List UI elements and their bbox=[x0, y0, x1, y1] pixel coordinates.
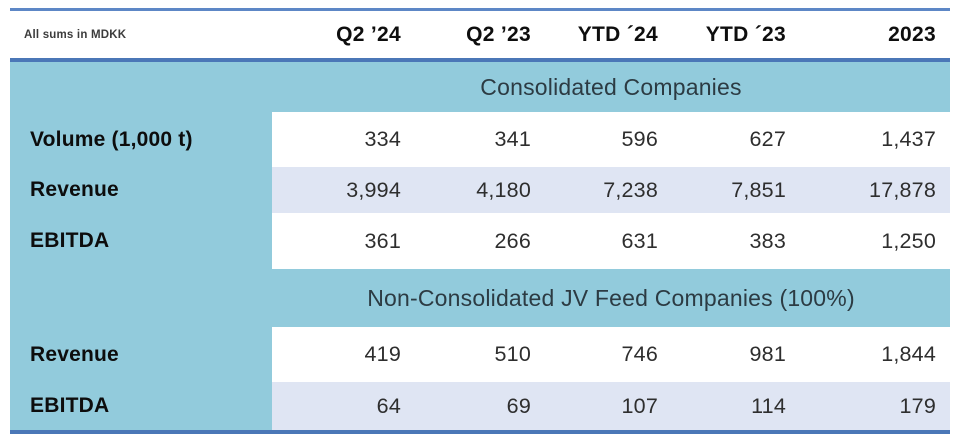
cell-jv-revenue-q2-23: 510 bbox=[415, 327, 545, 382]
table-row: Revenue 419 510 746 981 1,844 bbox=[10, 327, 950, 382]
cell-revenue-q2-24: 3,994 bbox=[272, 167, 415, 213]
cell-revenue-q2-23: 4,180 bbox=[415, 167, 545, 213]
table-row: EBITDA 64 69 107 114 179 bbox=[10, 382, 950, 430]
section-band-label-spacer bbox=[10, 269, 272, 327]
cell-volume-ytd-24: 596 bbox=[545, 112, 672, 167]
units-note: All sums in MDKK bbox=[24, 28, 127, 41]
column-header-ytd-24: YTD ´24 bbox=[577, 22, 658, 46]
table-row: EBITDA 361 266 631 383 1,250 bbox=[10, 213, 950, 269]
top-divider bbox=[10, 8, 950, 11]
column-header-fy-2023: 2023 bbox=[888, 22, 936, 46]
cell-jv-revenue-ytd-23: 981 bbox=[672, 327, 800, 382]
section-band-consolidated: Consolidated Companies bbox=[10, 62, 950, 112]
cell-jv-revenue-fy-2023: 1,844 bbox=[800, 327, 950, 382]
cell-ebitda-q2-24: 361 bbox=[272, 213, 415, 269]
cell-volume-q2-23: 341 bbox=[415, 112, 545, 167]
cell-jv-revenue-q2-24: 419 bbox=[272, 327, 415, 382]
column-header-q2-23: Q2 ’23 bbox=[466, 22, 531, 46]
cell-ebitda-ytd-23: 383 bbox=[672, 213, 800, 269]
cell-jv-revenue-ytd-24: 746 bbox=[545, 327, 672, 382]
cell-jv-ebitda-fy-2023: 179 bbox=[800, 382, 950, 430]
cell-jv-ebitda-ytd-23: 114 bbox=[672, 382, 800, 430]
section-title-consolidated: Consolidated Companies bbox=[272, 62, 950, 112]
cell-jv-ebitda-q2-23: 69 bbox=[415, 382, 545, 430]
table-row: Volume (1,000 t) 334 341 596 627 1,437 bbox=[10, 112, 950, 167]
table-header-row: All sums in MDKK Q2 ’24 Q2 ’23 YTD ´24 Y… bbox=[10, 11, 950, 58]
table-frame: All sums in MDKK Q2 ’24 Q2 ’23 YTD ´24 Y… bbox=[10, 8, 950, 434]
section-band-label-spacer bbox=[10, 62, 272, 112]
cell-volume-q2-24: 334 bbox=[272, 112, 415, 167]
bottom-divider bbox=[10, 430, 950, 434]
cell-revenue-ytd-24: 7,238 bbox=[545, 167, 672, 213]
row-label-ebitda-jv: EBITDA bbox=[10, 382, 272, 430]
cell-ebitda-fy-2023: 1,250 bbox=[800, 213, 950, 269]
table-row: Revenue 3,994 4,180 7,238 7,851 17,878 bbox=[10, 167, 950, 213]
column-header-ytd-23: YTD ´23 bbox=[705, 22, 786, 46]
header-divider bbox=[10, 58, 950, 62]
cell-volume-ytd-23: 627 bbox=[672, 112, 800, 167]
cell-volume-fy-2023: 1,437 bbox=[800, 112, 950, 167]
cell-ebitda-q2-23: 266 bbox=[415, 213, 545, 269]
cell-jv-ebitda-q2-24: 64 bbox=[272, 382, 415, 430]
row-label-volume: Volume (1,000 t) bbox=[10, 112, 272, 167]
row-label-ebitda-consolidated: EBITDA bbox=[10, 213, 272, 269]
column-header-q2-24: Q2 ’24 bbox=[336, 22, 401, 46]
cell-jv-ebitda-ytd-24: 107 bbox=[545, 382, 672, 430]
section-band-non-consolidated: Non-Consolidated JV Feed Companies (100%… bbox=[10, 269, 950, 327]
section-title-non-consolidated: Non-Consolidated JV Feed Companies (100%… bbox=[272, 269, 950, 327]
row-label-revenue-jv: Revenue bbox=[10, 327, 272, 382]
cell-revenue-fy-2023: 17,878 bbox=[800, 167, 950, 213]
cell-ebitda-ytd-24: 631 bbox=[545, 213, 672, 269]
cell-revenue-ytd-23: 7,851 bbox=[672, 167, 800, 213]
row-label-revenue-consolidated: Revenue bbox=[10, 167, 272, 213]
